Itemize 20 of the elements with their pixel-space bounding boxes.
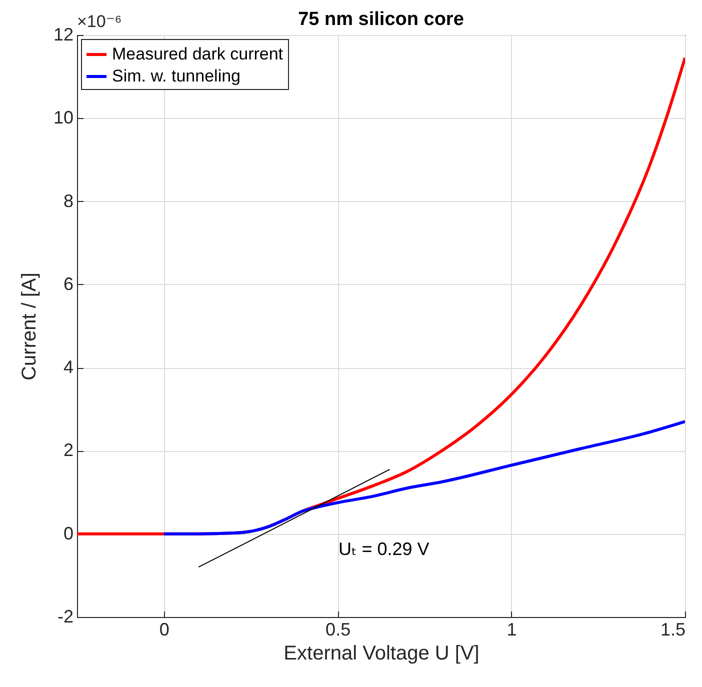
y-tick-label: 0 (63, 523, 74, 544)
y-tick-label: 10 (53, 108, 74, 128)
x-tick-label: 1.5 (660, 620, 686, 640)
y-tick-label: 12 (53, 24, 74, 44)
y-tick-label: 8 (63, 190, 74, 211)
y-axis-title: Current / [A] (18, 272, 40, 380)
y-tick-label: 2 (63, 440, 74, 460)
x-tick-label: 0 (159, 620, 170, 640)
chart-title: 75 nm silicon core (298, 9, 464, 30)
line-series (162, 420, 685, 536)
y-tick-label: 6 (63, 274, 74, 294)
x-tick-label: 0.5 (326, 620, 351, 640)
annotation: Uₜ = 0.29 V (338, 539, 430, 560)
x-tick-label: 1 (506, 620, 517, 640)
text: ×10⁻⁶ (77, 12, 122, 31)
legend-label: Measured dark current (112, 44, 284, 64)
y-tick-label: 4 (63, 357, 74, 378)
y-tick-label: -2 (57, 606, 74, 626)
x-axis-title: External Voltage U [V] (284, 642, 480, 664)
legend-label: Sim. w. tunneling (112, 66, 241, 86)
